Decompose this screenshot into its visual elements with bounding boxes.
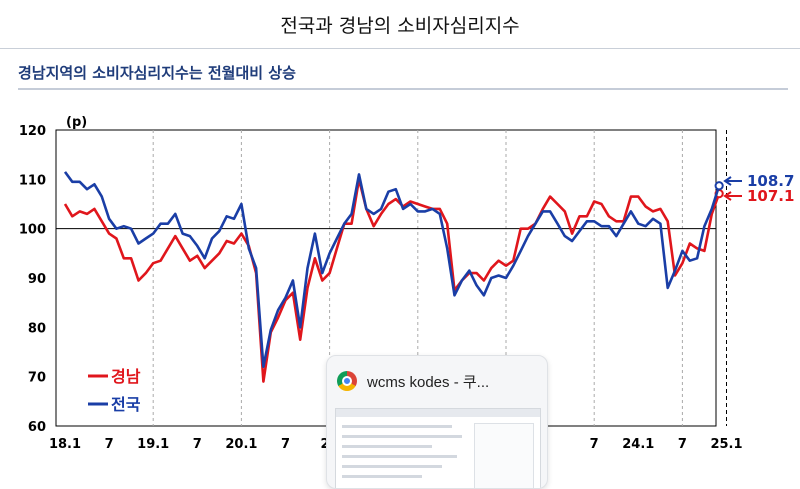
legend-label: 전국 xyxy=(111,395,141,414)
x-tick-label: 24.1 xyxy=(622,437,654,452)
page-title: 전국과 경남의 소비자심리지수 xyxy=(280,14,520,37)
end-value-label: 108.7 xyxy=(747,172,794,190)
cci-line-chart: 60708090100110120(p)18.1719.1720.1721724… xyxy=(19,115,795,452)
y-axis-unit-label: (p) xyxy=(66,115,87,130)
thumbnail-line xyxy=(342,465,442,468)
y-tick-label: 110 xyxy=(19,173,46,188)
x-tick-label: 7 xyxy=(193,437,202,452)
x-tick-label: 20.1 xyxy=(225,437,257,452)
thumbnail-line xyxy=(342,425,452,428)
tab-preview-thumbnail[interactable] xyxy=(335,408,541,488)
x-tick-label: 18.1 xyxy=(49,437,81,452)
thumbnail-side-panel xyxy=(474,423,534,488)
legend-label: 경남 xyxy=(111,367,141,386)
y-tick-label: 90 xyxy=(28,272,46,287)
series-line-gyeongnam xyxy=(63,178,721,383)
thumbnail-tabbar xyxy=(336,409,540,417)
y-tick-label: 60 xyxy=(28,420,46,435)
subtitle-divider xyxy=(18,88,788,90)
x-tick-label: 19.1 xyxy=(137,437,169,452)
last-point-marker xyxy=(714,181,724,191)
chart-subtitle: 경남지역의 소비자심리지수는 전월대비 상승 xyxy=(18,64,296,82)
thumbnail-line xyxy=(342,445,432,448)
series-line-national xyxy=(63,171,721,369)
tab-preview-header[interactable]: wcms kodes - 쿠... xyxy=(327,356,547,406)
x-tick-label: 7 xyxy=(678,437,687,452)
thumbnail-line xyxy=(342,455,457,458)
y-tick-label: 100 xyxy=(19,223,46,238)
y-tick-label: 120 xyxy=(19,124,46,139)
x-tick-label: 7 xyxy=(281,437,290,452)
chrome-icon xyxy=(337,371,357,391)
annotation-arrowhead xyxy=(723,191,732,201)
title-divider xyxy=(0,48,800,49)
y-tick-label: 80 xyxy=(28,321,46,336)
tab-preview-title: wcms kodes - 쿠... xyxy=(367,373,490,391)
x-tick-label: 25.1 xyxy=(710,437,742,452)
y-tick-label: 70 xyxy=(28,371,46,386)
x-tick-label: 7 xyxy=(105,437,114,452)
thumbnail-line xyxy=(342,475,422,478)
thumbnail-line xyxy=(342,435,462,438)
end-value-label: 107.1 xyxy=(747,187,794,205)
x-tick-label: 7 xyxy=(590,437,599,452)
annotation-arrowhead xyxy=(723,176,732,186)
browser-tab-preview-popup[interactable]: wcms kodes - 쿠... xyxy=(326,355,548,489)
